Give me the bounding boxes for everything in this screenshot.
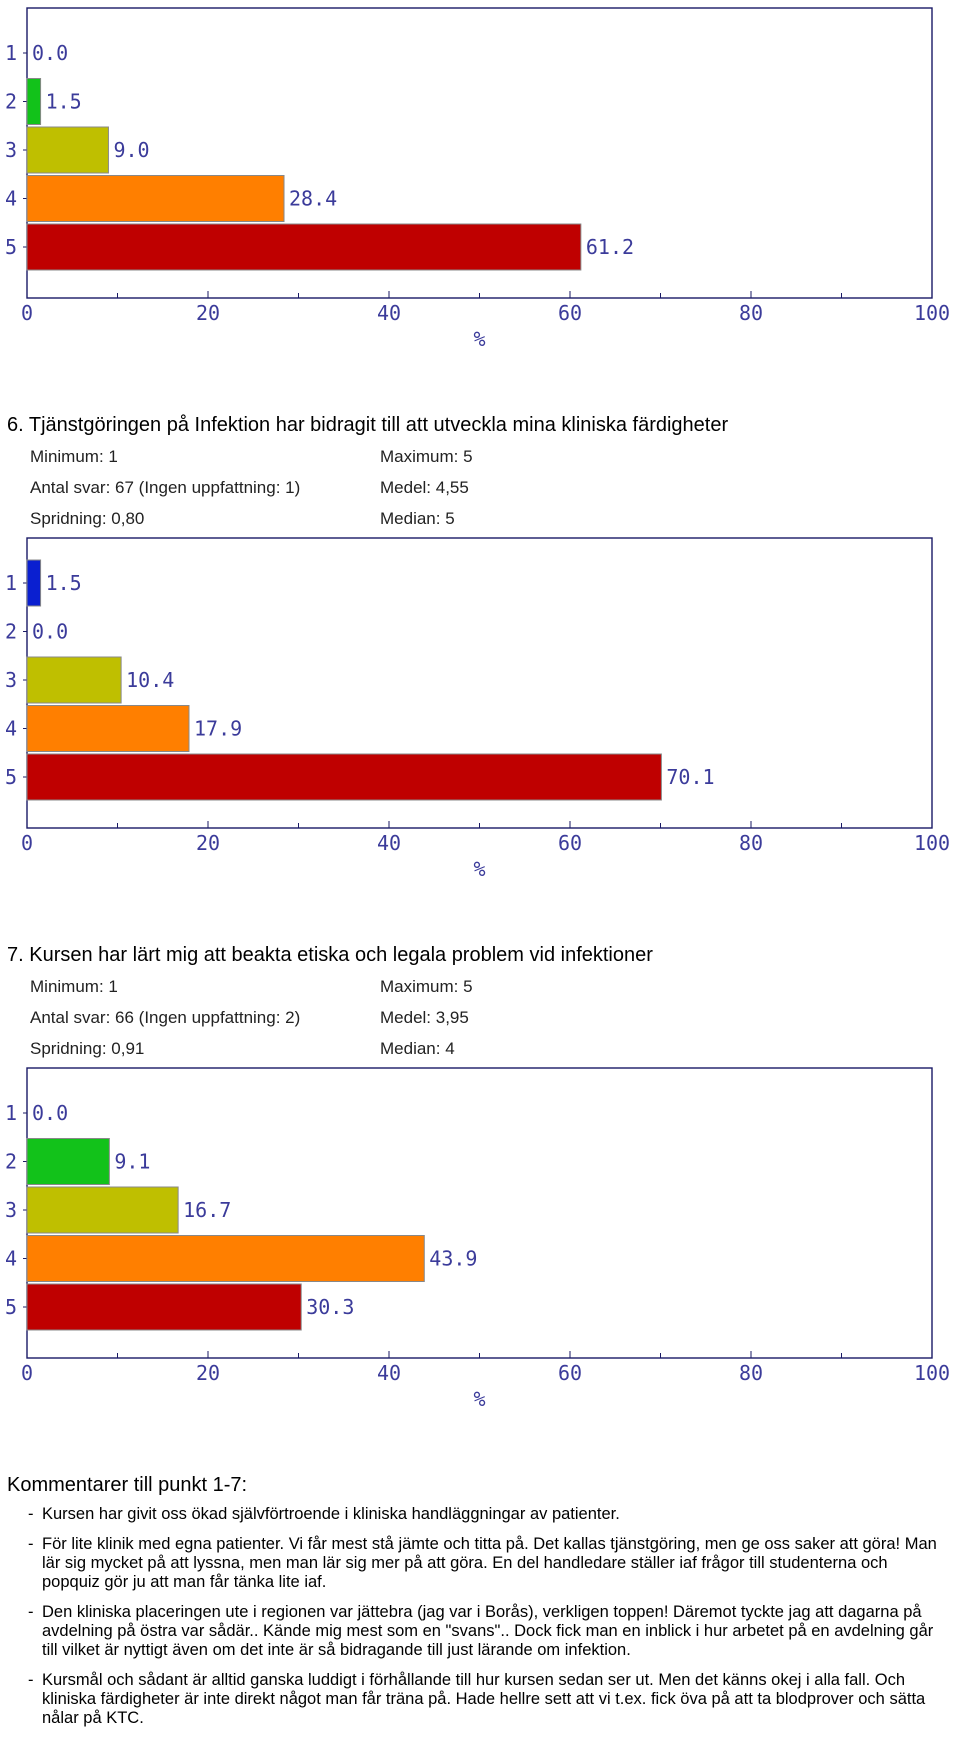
value-label: 43.9 bbox=[429, 1247, 477, 1271]
y-category-label: 4 bbox=[5, 1247, 17, 1271]
q6-minimum: Minimum: 1 bbox=[30, 447, 118, 466]
chart-q6-svg: 0 20 40 60 80 100% 1 1.5 2 0.0 3 10.4 4 17.9 5 70.1 bbox=[5, 537, 950, 881]
q7-medel: Medel: 3,95 bbox=[380, 1008, 469, 1027]
chart-q6: 0 20 40 60 80 100% 1 1.5 2 0.0 3 10.4 4 17.9 5 70.1 bbox=[0, 530, 960, 890]
x-tick-label: 0 bbox=[21, 301, 33, 325]
comment-dash: - bbox=[28, 1603, 34, 1621]
x-tick-label: 100 bbox=[914, 1361, 950, 1385]
value-label: 28.4 bbox=[289, 187, 337, 211]
y-category-label: 2 bbox=[5, 90, 17, 114]
y-category-label: 1 bbox=[5, 41, 17, 65]
q6-antal-svar: Antal svar: 67 (Ingen uppfattning: 1) bbox=[30, 478, 301, 497]
chart-q7-svg: 0 20 40 60 80 100% 1 0.0 2 9.1 3 16.7 4 43.9 5 30.3 bbox=[5, 1067, 950, 1411]
x-tick-label: 60 bbox=[558, 831, 582, 855]
x-tick-label: 0 bbox=[21, 1361, 33, 1385]
x-tick-label: 100 bbox=[914, 831, 950, 855]
comment-item: - Den kliniska placeringen ute i regione… bbox=[28, 1603, 940, 1660]
q6-spridning: Spridning: 0,80 bbox=[30, 509, 145, 528]
q6-medel: Medel: 4,55 bbox=[380, 478, 469, 497]
comment-dash: - bbox=[28, 1505, 34, 1523]
q7-median: Median: 4 bbox=[380, 1039, 455, 1058]
comment-dash: - bbox=[28, 1535, 34, 1553]
y-category-label: 4 bbox=[5, 717, 17, 741]
x-tick-label: 60 bbox=[558, 1361, 582, 1385]
x-tick-label: 100 bbox=[914, 301, 950, 325]
bar-4 bbox=[26, 1235, 425, 1282]
x-axis-label: % bbox=[473, 1387, 485, 1411]
y-category-label: 2 bbox=[5, 1150, 17, 1174]
comment-item: - För lite klinik med egna patienter. Vi… bbox=[28, 1535, 940, 1592]
y-category-label: 1 bbox=[5, 571, 17, 595]
x-tick-label: 80 bbox=[739, 831, 763, 855]
comment-text: För lite klinik med egna patienter. Vi f… bbox=[42, 1535, 937, 1591]
x-tick-label: 20 bbox=[196, 831, 220, 855]
y-category-label: 3 bbox=[5, 668, 17, 692]
x-tick-label: 40 bbox=[377, 1361, 401, 1385]
y-category-label: 5 bbox=[5, 1295, 17, 1319]
value-label: 9.1 bbox=[114, 1150, 150, 1174]
bar-2 bbox=[26, 1138, 110, 1185]
bar-4 bbox=[26, 705, 190, 752]
q6-maximum: Maximum: 5 bbox=[380, 447, 473, 466]
comment-text: Kursen har givit oss ökad självförtroend… bbox=[42, 1505, 620, 1523]
value-label: 61.2 bbox=[586, 235, 634, 259]
x-tick-label: 40 bbox=[377, 301, 401, 325]
x-tick-label: 20 bbox=[196, 301, 220, 325]
comment-text: Den kliniska placeringen ute i regionen … bbox=[42, 1603, 934, 1659]
comment-dash: - bbox=[28, 1671, 34, 1689]
x-tick-label: 20 bbox=[196, 1361, 220, 1385]
q7-minimum: Minimum: 1 bbox=[30, 977, 118, 996]
comment-item: - Kursmål och sådant är alltid ganska lu… bbox=[28, 1671, 940, 1728]
value-label: 10.4 bbox=[126, 668, 174, 692]
y-category-label: 3 bbox=[5, 138, 17, 162]
x-axis-label: % bbox=[473, 857, 485, 881]
bar-5 bbox=[26, 753, 662, 801]
value-label: 1.5 bbox=[46, 90, 82, 114]
value-label: 70.1 bbox=[666, 765, 714, 789]
value-label: 17.9 bbox=[194, 717, 242, 741]
x-axis-label: % bbox=[473, 327, 485, 351]
chart-q7: 0 20 40 60 80 100% 1 0.0 2 9.1 3 16.7 4 43.9 5 30.3 bbox=[0, 1060, 960, 1420]
q7-maximum: Maximum: 5 bbox=[380, 977, 473, 996]
question-6-title: 6. Tjänstgöringen på Infektion har bidra… bbox=[7, 414, 729, 436]
comments-heading: Kommentarer till punkt 1-7: bbox=[7, 1474, 248, 1496]
chart-q5-svg: 0 20 40 60 80 100% 1 0.0 2 1.5 3 9.0 4 28.4 5 61.2 bbox=[5, 7, 950, 351]
q6-median: Median: 5 bbox=[380, 509, 455, 528]
bar-3 bbox=[26, 656, 122, 704]
question-7-title: 7. Kursen har lärt mig att beakta etiska… bbox=[7, 944, 653, 966]
y-category-label: 3 bbox=[5, 1198, 17, 1222]
value-label: 16.7 bbox=[183, 1198, 231, 1222]
x-tick-label: 80 bbox=[739, 301, 763, 325]
bar-2 bbox=[26, 78, 42, 125]
y-category-label: 5 bbox=[5, 235, 17, 259]
y-category-label: 1 bbox=[5, 1101, 17, 1125]
value-label: 30.3 bbox=[306, 1295, 354, 1319]
bar-4 bbox=[26, 175, 285, 222]
value-label: 1.5 bbox=[46, 571, 82, 595]
y-category-label: 5 bbox=[5, 765, 17, 789]
q7-antal-svar: Antal svar: 66 (Ingen uppfattning: 2) bbox=[30, 1008, 301, 1027]
value-label: 0.0 bbox=[32, 620, 68, 644]
bar-5 bbox=[26, 223, 582, 271]
comment-item: - Kursen har givit oss ökad självförtroe… bbox=[28, 1505, 940, 1524]
chart-q5: 0 20 40 60 80 100% 1 0.0 2 1.5 3 9.0 4 28.4 5 61.2 bbox=[0, 0, 960, 360]
x-tick-label: 0 bbox=[21, 831, 33, 855]
x-tick-label: 40 bbox=[377, 831, 401, 855]
value-label: 0.0 bbox=[32, 1101, 68, 1125]
y-category-label: 2 bbox=[5, 620, 17, 644]
q7-spridning: Spridning: 0,91 bbox=[30, 1039, 145, 1058]
comment-text: Kursmål och sådant är alltid ganska ludd… bbox=[42, 1671, 926, 1727]
value-label: 9.0 bbox=[113, 138, 149, 162]
bar-1 bbox=[26, 559, 42, 607]
bar-5 bbox=[26, 1283, 302, 1331]
bar-3 bbox=[26, 126, 109, 174]
y-category-label: 4 bbox=[5, 187, 17, 211]
value-label: 0.0 bbox=[32, 41, 68, 65]
comments-list: - Kursen har givit oss ökad självförtroe… bbox=[28, 1505, 940, 1739]
bar-3 bbox=[26, 1186, 179, 1234]
x-tick-label: 80 bbox=[739, 1361, 763, 1385]
x-tick-label: 60 bbox=[558, 301, 582, 325]
